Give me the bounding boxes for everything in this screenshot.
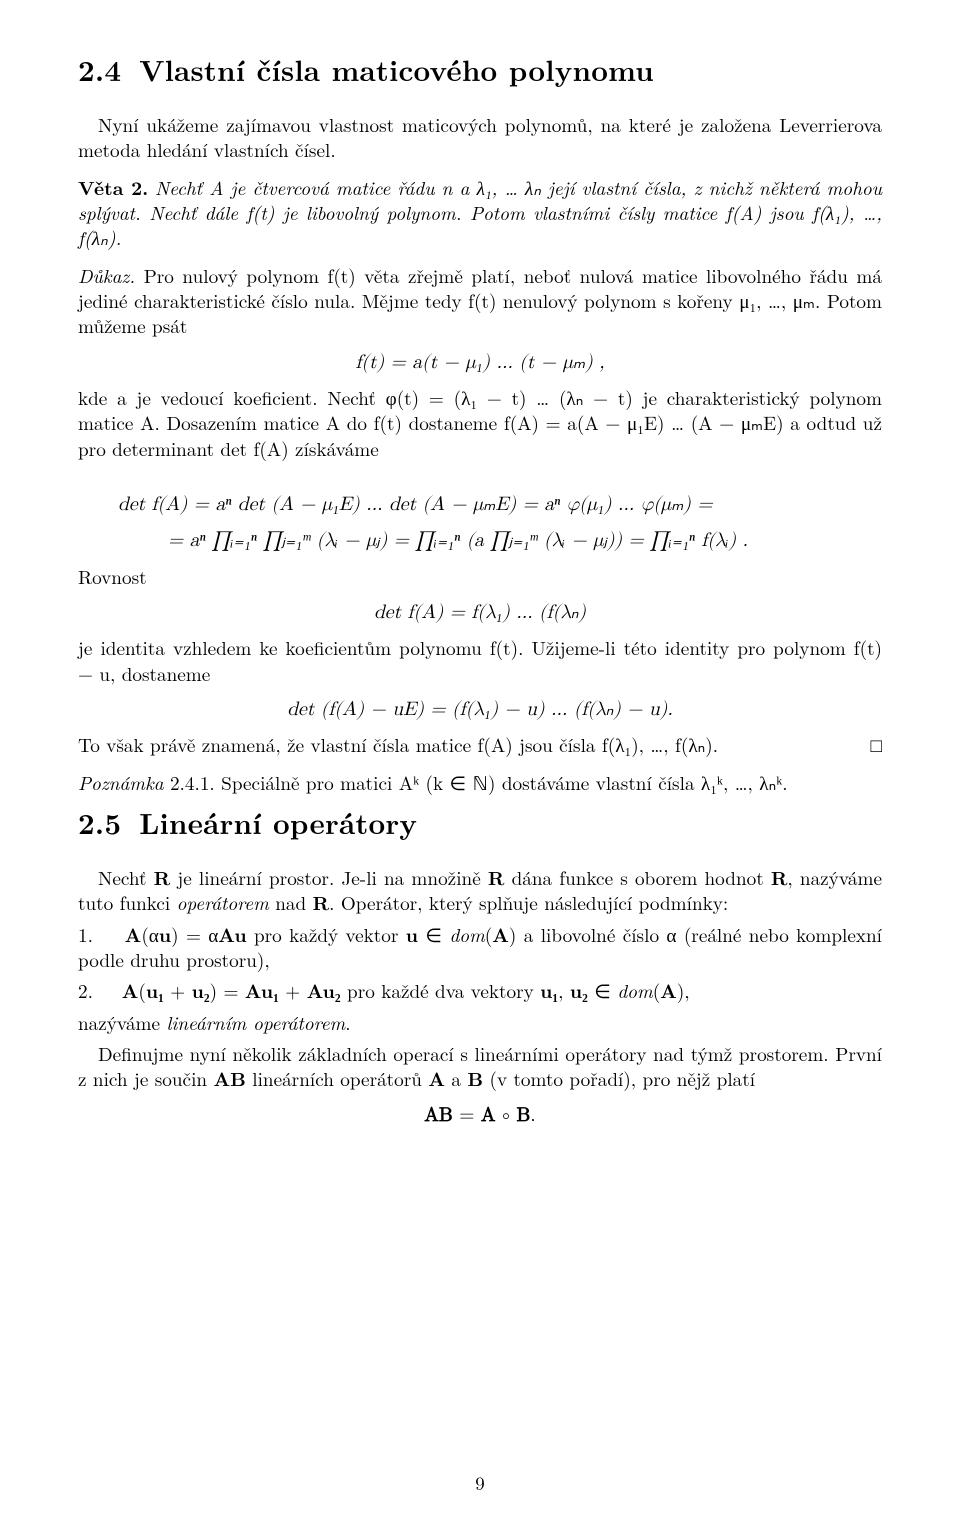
equation-2b: = aⁿ ∏ᵢ₌₁ⁿ ∏ⱼ₌₁ᵐ (λᵢ − μⱼ) = ∏ᵢ₌₁ⁿ (a ∏ⱼ… xyxy=(78,527,882,553)
remark-number: 2.4.1. xyxy=(170,768,215,796)
condition-2: 2. A(u₁ + u₂) = Au₁ + Au₂ pro každé dva … xyxy=(78,978,882,1003)
equation-2a: det f(A) = aⁿ det (A − μ₁E) … det (A − μ… xyxy=(78,491,882,517)
section-2-5-heading: 2.5 Lineární operátory xyxy=(78,801,882,843)
remark-text: Speciálně pro matici Aᵏ (k ∈ ℕ) dostávám… xyxy=(221,768,787,796)
proof-p4: To však právě znamená, že vlastní čísla … xyxy=(78,732,882,757)
section-2-4-number: 2.4 xyxy=(78,48,121,90)
proof-p4-text: To však právě znamená, že vlastní čísla … xyxy=(78,730,718,758)
equation-3: det f(A) = f(λ₁) … (f(λₙ) xyxy=(78,599,882,625)
remark-241: Poznámka 2.4.1. Speciálně pro matici Aᵏ … xyxy=(78,770,882,795)
page: 2.4 Vlastní čísla maticového polynomu Nyn… xyxy=(0,0,960,1530)
sec24-intro: Nyní ukážeme zajímavou vlastnost maticov… xyxy=(78,112,882,163)
rovnost-label: Rovnost xyxy=(78,564,882,589)
sec25-intro: Nechť R je lineární prostor. Je-li na mn… xyxy=(78,865,882,916)
after-conditions: nazýváme lineárním operátorem. xyxy=(78,1010,882,1035)
theorem-text: Nechť A je čtvercová matice řádu n a λ₁,… xyxy=(78,173,882,252)
condition-2-number: 2. xyxy=(78,976,93,1004)
condition-1-number: 1. xyxy=(78,920,93,948)
equation-5: AB = A ∘ B. xyxy=(78,1102,882,1128)
equation-4: det (f(A) − uE) = (f(λ₁) − u) … (f(λₙ) −… xyxy=(78,696,882,722)
section-2-4-heading: 2.4 Vlastní čísla maticového polynomu xyxy=(78,48,882,90)
proof-p2: kde a je vedoucí koeficient. Nechť φ(t) … xyxy=(78,385,882,461)
proof-label: Důkaz. xyxy=(78,261,135,289)
qed-icon: □ xyxy=(871,732,882,757)
theorem-2: Věta 2. Nechť A je čtvercová matice řádu… xyxy=(78,175,882,251)
proof-p3: je identita vzhledem ke koeficientům pol… xyxy=(78,635,882,686)
theorem-label: Věta 2. xyxy=(78,173,148,201)
section-2-5-title: Lineární operátory xyxy=(139,801,417,843)
remark-label: Poznámka xyxy=(78,768,164,796)
proof-p1: Důkaz. Pro nulový polynom f(t) věta zřej… xyxy=(78,263,882,339)
sec25-para2: Definujme nyní několik základních operac… xyxy=(78,1041,882,1092)
section-2-4-title: Vlastní čísla maticového polynomu xyxy=(139,48,654,90)
section-2-5-number: 2.5 xyxy=(78,801,121,843)
page-number: 9 xyxy=(0,1469,960,1496)
equation-1: f(t) = a(t − μ₁) … (t − μₘ) , xyxy=(78,349,882,375)
condition-1: 1. A(αu) = αAu pro každý vektor u ∈ dom(… xyxy=(78,922,882,973)
proof-p1-text: Pro nulový polynom f(t) věta zřejmě plat… xyxy=(78,261,882,340)
